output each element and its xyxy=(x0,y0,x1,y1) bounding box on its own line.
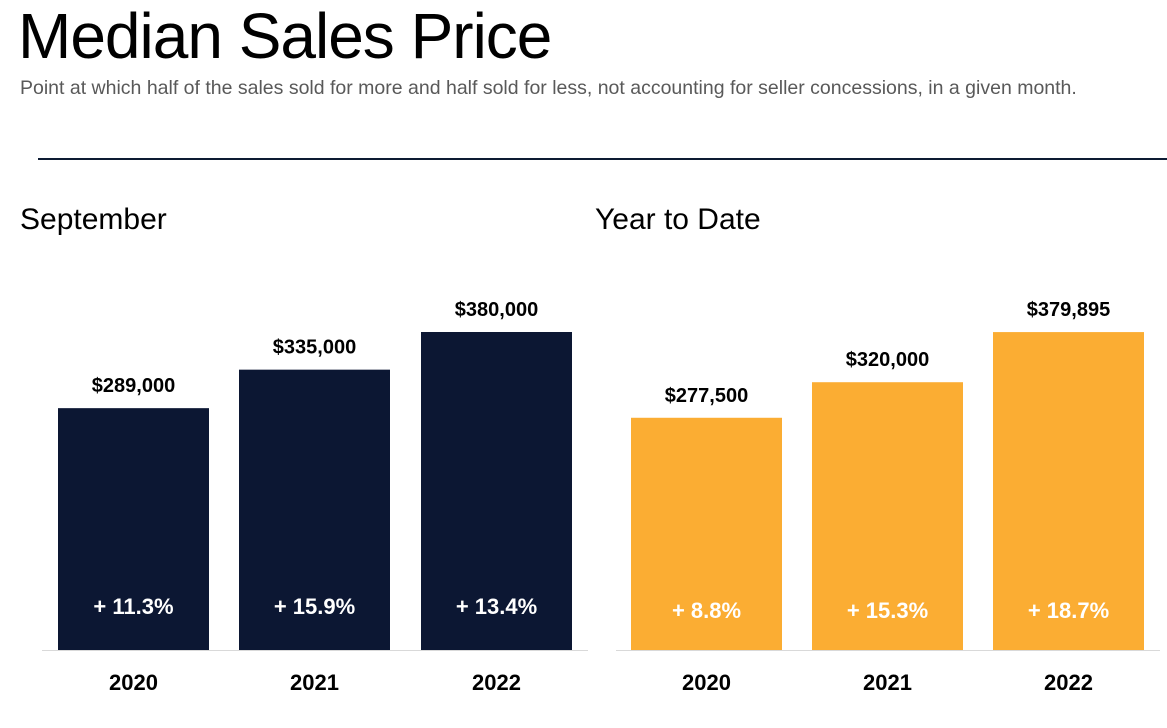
ytd-bar-2020 xyxy=(631,417,782,650)
september-change-label-2020: + 11.3% xyxy=(93,594,173,619)
ytd-year-label-2021: 2021 xyxy=(863,670,912,695)
ytd-change-label-2022: + 18.7% xyxy=(1028,598,1109,623)
header-divider xyxy=(38,158,1167,160)
ytd-chart-title: Year to Date xyxy=(595,203,761,236)
ytd-year-label-2020: 2020 xyxy=(682,670,731,695)
september-change-label-2021: + 15.9% xyxy=(274,594,355,619)
september-change-label-2022: + 13.4% xyxy=(456,594,537,619)
september-year-label-2021: 2021 xyxy=(290,670,339,695)
ytd-bar-2021 xyxy=(812,382,963,650)
september-value-label-2022: $380,000 xyxy=(455,299,538,321)
page-subtitle: Point at which half of the sales sold fo… xyxy=(20,77,1077,99)
september-chart-title: September xyxy=(20,203,167,236)
page-title: Median Sales Price xyxy=(18,0,552,72)
ytd-change-label-2021: + 15.3% xyxy=(847,598,928,623)
september-bar-2022 xyxy=(421,332,572,650)
ytd-year-label-2022: 2022 xyxy=(1044,670,1093,695)
september-value-label-2021: $335,000 xyxy=(273,337,356,359)
september-year-label-2022: 2022 xyxy=(472,670,521,695)
september-bar-2021 xyxy=(239,369,390,650)
ytd-bar-2022 xyxy=(993,332,1144,650)
ytd-change-label-2020: + 8.8% xyxy=(672,598,741,623)
ytd-value-label-2021: $320,000 xyxy=(846,349,929,371)
september-year-label-2020: 2020 xyxy=(109,670,158,695)
september-bar-2020 xyxy=(58,408,209,650)
ytd-value-label-2022: $379,895 xyxy=(1027,299,1110,321)
september-value-label-2020: $289,000 xyxy=(92,375,175,397)
september-chart: $289,000 + 11.3% 2020 $335,000 + 15.9% 2021 $3… xyxy=(42,299,588,695)
ytd-value-label-2020: $277,500 xyxy=(665,385,748,407)
ytd-chart: $277,500 + 8.8% 2020 $320,000 + 15.3% 2021 $37… xyxy=(616,299,1160,695)
